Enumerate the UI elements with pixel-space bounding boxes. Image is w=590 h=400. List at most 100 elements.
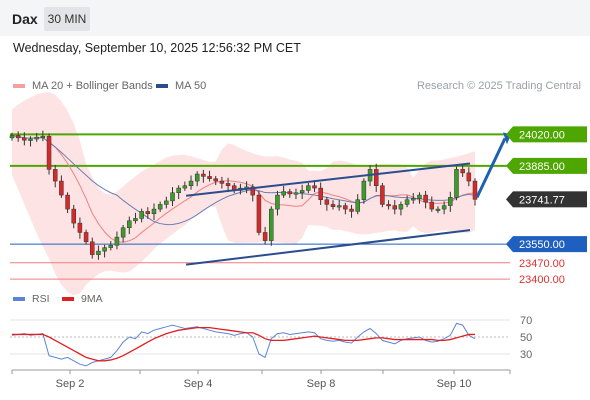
candle-body bbox=[65, 194, 70, 210]
9ma-swatch bbox=[62, 297, 74, 301]
level-label-23885.00: 23885.00 bbox=[506, 157, 587, 174]
level-label-pointer bbox=[506, 236, 513, 253]
candle-body bbox=[188, 180, 194, 186]
candle-body bbox=[355, 199, 360, 212]
candle-body bbox=[127, 220, 132, 229]
level-label-bg bbox=[513, 236, 587, 253]
candle-body bbox=[361, 180, 367, 200]
level-label-bg bbox=[513, 191, 587, 208]
trendline-upper-channel bbox=[185, 162, 471, 197]
level-text: 23885.00 bbox=[519, 161, 565, 173]
candle-body bbox=[83, 232, 89, 243]
x-tick-label: Sep 10 bbox=[437, 378, 472, 390]
projection-arrow bbox=[475, 137, 507, 198]
rsi-series-9MA bbox=[12, 326, 475, 362]
candle-body bbox=[417, 194, 422, 199]
rsi-series-RSI bbox=[11, 322, 476, 367]
legend-item-ma20: MA 20 + Bollinger Bands bbox=[13, 80, 153, 92]
level-label-23741.77: 23741.77 bbox=[506, 191, 587, 208]
candle-body bbox=[435, 208, 441, 211]
ma20-swatch bbox=[13, 84, 25, 88]
candle-body bbox=[28, 138, 33, 141]
timestamp: Wednesday, September 10, 2025 12:56:32 P… bbox=[13, 41, 301, 55]
candle-body bbox=[472, 180, 478, 200]
legend-item-rsi: RSI bbox=[13, 293, 50, 305]
legend-label-9ma: 9MA bbox=[81, 293, 103, 305]
legend-label-ma20: MA 20 + Bollinger Bands bbox=[32, 80, 153, 92]
candle-body bbox=[59, 180, 64, 196]
research-credit: Research © 2025 Trading Central bbox=[416, 80, 581, 92]
candle-body bbox=[15, 135, 21, 139]
level-label-bg bbox=[513, 126, 587, 143]
level-text: 23550.00 bbox=[519, 239, 565, 251]
candle-body bbox=[71, 208, 76, 224]
level-label-pointer bbox=[506, 126, 513, 143]
candle-body bbox=[454, 169, 459, 198]
candle-body bbox=[423, 194, 428, 203]
candle-body bbox=[9, 135, 15, 139]
candle-body bbox=[392, 205, 397, 210]
candle-body bbox=[349, 208, 354, 212]
level-label-bg bbox=[513, 157, 587, 174]
candle-body bbox=[275, 194, 280, 210]
candle-body bbox=[466, 172, 472, 182]
candle-body bbox=[324, 199, 330, 205]
rsi-tick-label: 30 bbox=[520, 349, 532, 361]
candle-body bbox=[448, 197, 453, 206]
level-text: 23470.00 bbox=[519, 258, 565, 270]
candle-body bbox=[194, 173, 200, 182]
candles bbox=[9, 130, 478, 260]
level-label-24020.00: 24020.00 bbox=[506, 126, 587, 143]
candle-body bbox=[225, 183, 231, 186]
x-tick-label: Sep 4 bbox=[184, 378, 213, 390]
candle-body bbox=[287, 191, 293, 195]
level-text: 24020.00 bbox=[519, 129, 565, 141]
candle-body bbox=[460, 169, 465, 174]
candle-body bbox=[429, 201, 435, 210]
ma50-line bbox=[11, 135, 476, 226]
ma50-swatch bbox=[156, 84, 168, 88]
symbol-name: Dax bbox=[12, 11, 38, 27]
x-tick-label: Sep 8 bbox=[307, 378, 336, 390]
candle-body bbox=[318, 187, 323, 200]
level-label-23470.00: 23470.00 bbox=[519, 258, 565, 270]
level-label-23400.00: 23400.00 bbox=[519, 274, 565, 286]
legend-label-rsi: RSI bbox=[32, 293, 50, 305]
level-label-pointer bbox=[506, 191, 513, 208]
rsi-tick-label: 50 bbox=[520, 332, 532, 344]
x-tick-label: Sep 2 bbox=[56, 378, 85, 390]
timeframe-button[interactable]: 30 MIN bbox=[44, 7, 90, 31]
candle-body bbox=[139, 211, 144, 219]
candle-body bbox=[330, 204, 336, 208]
candle-body bbox=[269, 208, 274, 241]
candle-body bbox=[404, 199, 410, 205]
candle-body bbox=[398, 204, 404, 210]
candle-body bbox=[176, 187, 181, 193]
candle-body bbox=[441, 205, 447, 210]
chart-header: Dax 30 MIN bbox=[0, 0, 590, 36]
candle-body bbox=[96, 250, 101, 255]
candle-body bbox=[201, 173, 206, 177]
candle-body bbox=[262, 232, 268, 241]
candle-body bbox=[120, 227, 126, 238]
candle-body bbox=[306, 185, 311, 191]
candle-body bbox=[77, 222, 83, 233]
level-text: 23400.00 bbox=[519, 274, 565, 286]
level-label-pointer bbox=[506, 157, 513, 174]
candle-body bbox=[157, 204, 163, 210]
candle-body bbox=[256, 194, 262, 233]
candle-body bbox=[114, 236, 120, 246]
candle-body bbox=[145, 211, 151, 215]
candle-body bbox=[34, 136, 39, 140]
rsi-tick-label: 70 bbox=[520, 315, 532, 327]
candle-body bbox=[411, 198, 416, 201]
candle-body bbox=[343, 205, 348, 210]
candle-body bbox=[312, 185, 317, 189]
ma20-line bbox=[11, 135, 476, 243]
candle-body bbox=[40, 135, 46, 138]
trendline-lower-channel bbox=[185, 229, 471, 266]
rsi-swatch bbox=[13, 297, 25, 301]
candle-body bbox=[213, 178, 218, 182]
candle-body bbox=[108, 245, 114, 248]
